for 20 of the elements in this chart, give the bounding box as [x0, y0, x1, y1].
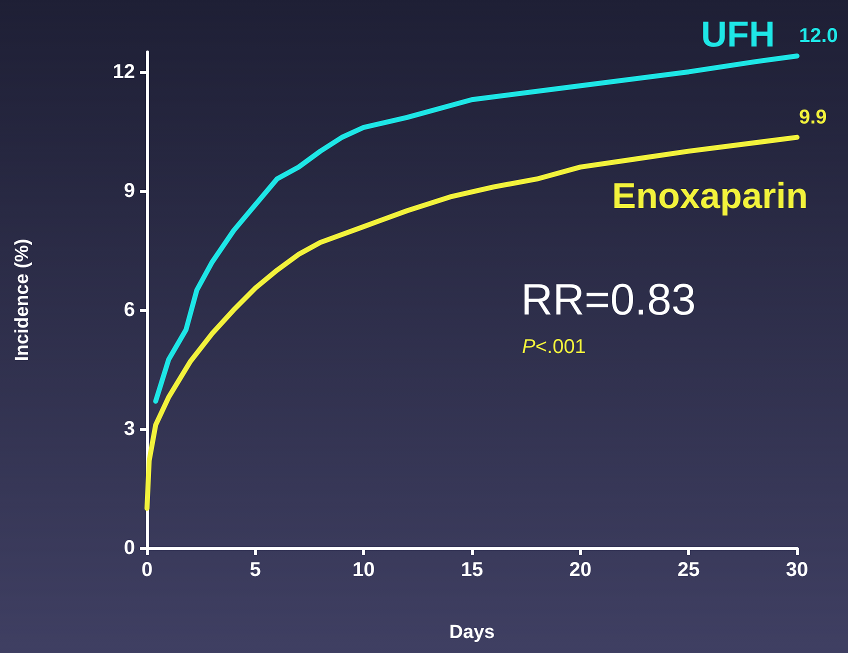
x-tick-label: 30 [786, 559, 808, 581]
y-axis-title: Incidence (%) [12, 238, 33, 362]
y-tick-label: 3 [124, 418, 135, 440]
x-tick-label: 0 [141, 559, 153, 581]
annotation: 9.9 [799, 106, 827, 128]
x-tick-label: 15 [460, 559, 484, 581]
x-tick-label: 5 [250, 559, 261, 581]
series-label: Enoxaparin [612, 174, 808, 216]
x-axis-title: Days [449, 622, 495, 643]
annotation: 12.0 [799, 24, 838, 47]
y-tick-label: 0 [124, 537, 135, 559]
y-tick-label: 6 [124, 298, 135, 321]
annotation: RR=0.83 [521, 276, 696, 324]
series-label: UFH [701, 13, 775, 54]
y-tick-label: 12 [112, 60, 135, 83]
x-tick-label: 20 [569, 559, 592, 581]
x-tick-label: 10 [352, 559, 375, 581]
annotation: P<.001 [522, 336, 586, 358]
y-tick-label: 9 [124, 180, 135, 202]
x-tick-label: 25 [678, 559, 700, 581]
